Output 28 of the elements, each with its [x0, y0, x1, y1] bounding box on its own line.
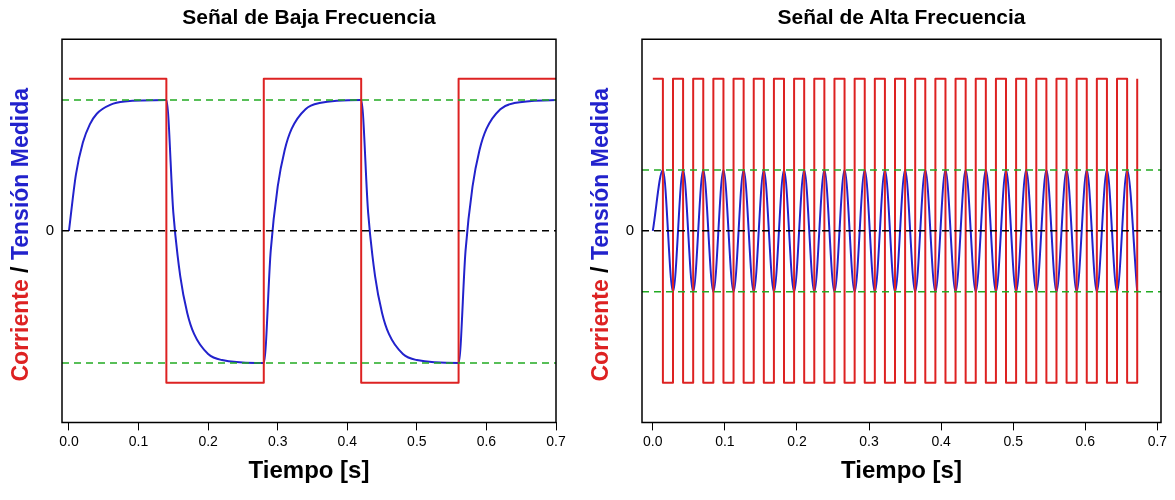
x-axis-title: Tiempo [s]: [841, 456, 962, 484]
x-tick-label: 0.1: [715, 432, 735, 449]
x-tick-label: 0.3: [859, 432, 879, 449]
x-tick-label: 0.3: [267, 432, 288, 449]
x-tick-label: 0.6: [1075, 432, 1096, 449]
x-tick-label: 0.1: [128, 432, 149, 449]
text: Tensión Medida: [6, 88, 33, 261]
ref-line-label: 0: [625, 220, 634, 238]
y-axis-title: /: [586, 266, 613, 274]
x-tick-label: 0.2: [787, 432, 807, 449]
x-tick-label: 0.6: [476, 432, 497, 449]
text: Corriente: [6, 279, 33, 382]
ref-line-label: 0: [45, 220, 54, 238]
chart-title: Señal de Baja Frecuencia: [182, 5, 436, 29]
chart-title: Señal de Alta Frecuencia: [777, 5, 1026, 29]
text: Corriente: [586, 279, 613, 382]
x-tick-label: 0.7: [546, 432, 566, 449]
x-tick-label: 0.0: [643, 432, 663, 449]
x-tick-label: 0.4: [931, 432, 952, 449]
x-tick-label: 0.0: [59, 432, 79, 449]
x-tick-label: 0.7: [1147, 432, 1168, 449]
x-tick-label: 0.5: [1003, 432, 1024, 449]
x-tick-label: 0.5: [407, 432, 427, 449]
x-tick-label: 0.2: [198, 432, 219, 449]
y-axis-title: /: [6, 266, 33, 274]
text: Tensión Medida: [586, 88, 613, 261]
x-tick-label: 0.4: [337, 432, 358, 449]
x-axis-title: Tiempo [s]: [248, 456, 370, 484]
